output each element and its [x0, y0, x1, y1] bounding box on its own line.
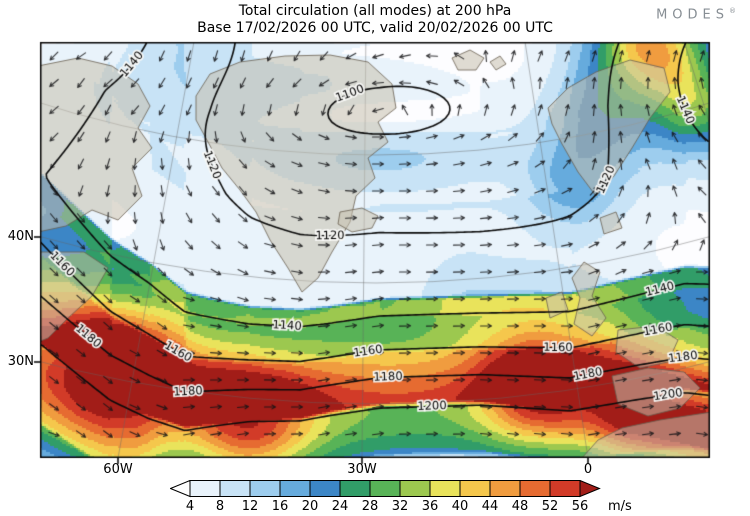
colorbar-box-3 — [279, 480, 311, 497]
colorbar-tick-36: 36 — [421, 499, 439, 514]
colorbar-tick-24: 24 — [331, 499, 349, 514]
colorbar-box-6 — [369, 480, 401, 497]
colorbar-tick-48: 48 — [511, 499, 529, 514]
colorbar-box-11 — [519, 480, 551, 497]
lat-tick-label-30N: 30N — [7, 354, 34, 369]
colorbar-svg — [170, 480, 601, 498]
colorbar-tick-12: 12 — [241, 499, 259, 514]
colorbar-box-9 — [459, 480, 491, 497]
colorbar-units-label: m/s — [608, 499, 632, 514]
lon-tick-label-30W: 30W — [347, 462, 377, 477]
colorbar-box-1 — [219, 480, 251, 497]
colorbar-tick-40: 40 — [451, 499, 469, 514]
colorbar-box-2 — [249, 480, 281, 497]
colorbar-tick-20: 20 — [301, 499, 319, 514]
colorbar-tick-28: 28 — [361, 499, 379, 514]
colorbar-box-4 — [309, 480, 341, 497]
colorbar-box-0 — [189, 480, 221, 497]
colorbar-tick-8: 8 — [215, 499, 225, 514]
colorbar-tick-44: 44 — [481, 499, 499, 514]
colorbar-tick-52: 52 — [541, 499, 559, 514]
colorbar-box-12 — [549, 480, 581, 497]
colorbar-box-7 — [399, 480, 431, 497]
lat-tick-label-40N: 40N — [7, 229, 34, 244]
colorbar-tick-4: 4 — [185, 499, 195, 514]
lon-tick-label-0: 0 — [583, 462, 593, 477]
colorbar-box-8 — [429, 480, 461, 497]
colorbar-box-10 — [489, 480, 521, 497]
lon-tick-label-60W: 60W — [103, 462, 133, 477]
colorbar-tick-16: 16 — [271, 499, 289, 514]
colorbar-tick-56: 56 — [571, 499, 589, 514]
colorbar-box-5 — [339, 480, 371, 497]
colorbar-tick-32: 32 — [391, 499, 409, 514]
